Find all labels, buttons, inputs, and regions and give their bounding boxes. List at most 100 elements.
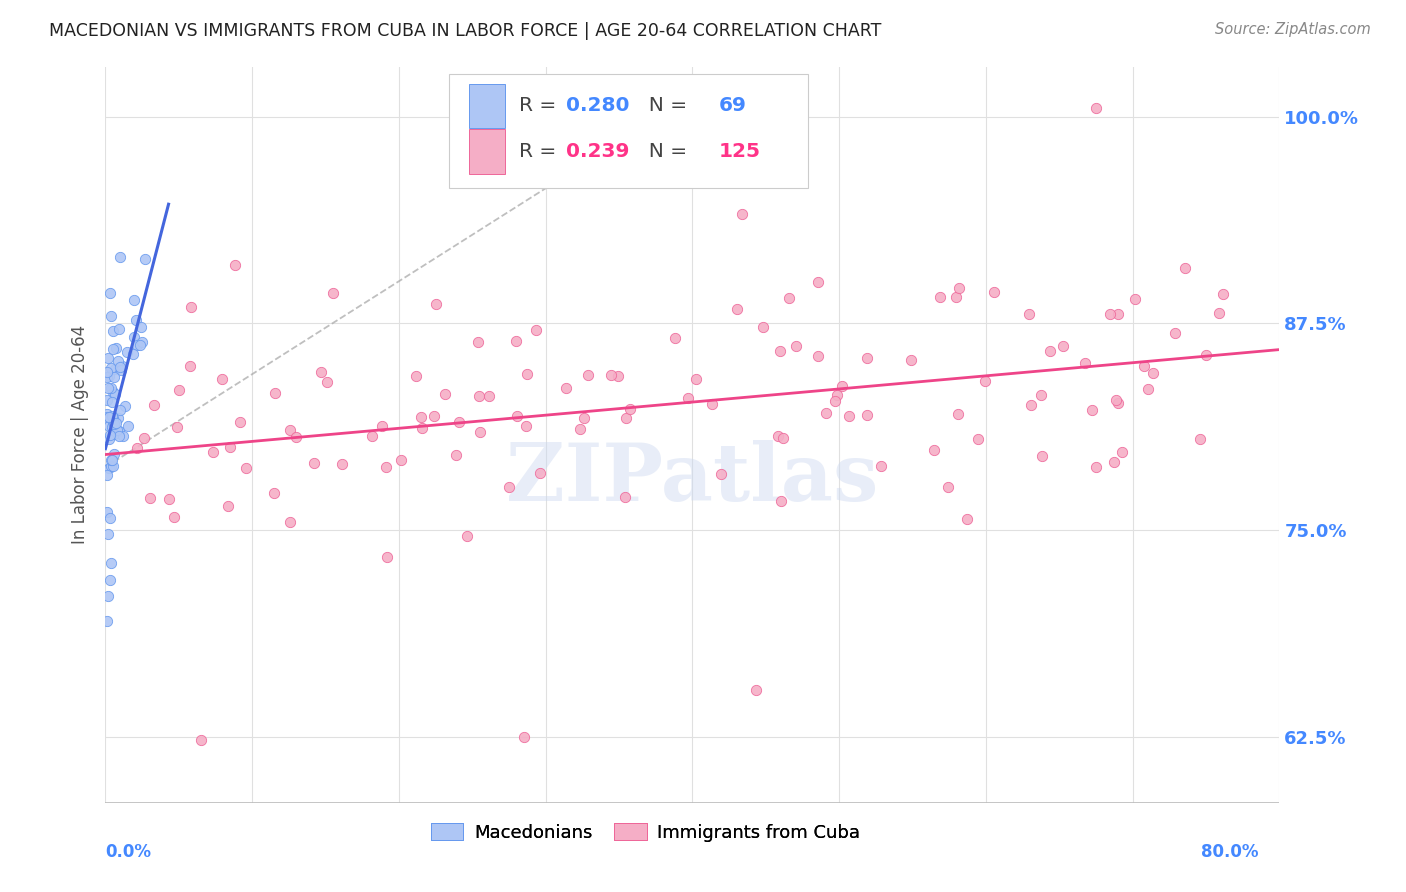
Point (778, 291, 800, 305)
Point (1039, 344, 1062, 359)
Point (948, 280, 970, 294)
Point (100, 309, 122, 323)
Point (98, 510, 121, 524)
Point (855, 409, 877, 423)
Point (278, 515, 301, 529)
Point (107, 410, 129, 425)
Point (1081, 403, 1104, 417)
Point (1212, 287, 1234, 301)
Point (1107, 307, 1129, 321)
Point (498, 480, 520, 494)
Point (101, 458, 124, 473)
Point (815, 406, 838, 420)
Point (98, 432, 121, 446)
Point (946, 407, 969, 421)
Point (100, 409, 122, 423)
Point (676, 391, 699, 405)
Point (163, 509, 186, 524)
Point (264, 385, 287, 400)
Text: 69: 69 (718, 96, 747, 115)
Point (467, 335, 489, 350)
Point (134, 252, 156, 267)
Point (125, 441, 148, 455)
Point (374, 459, 396, 474)
Point (98, 573, 121, 587)
Point (1188, 433, 1211, 447)
Point (1111, 445, 1133, 459)
Point (104, 416, 127, 430)
Point (96, 467, 118, 482)
Text: MACEDONIAN VS IMMIGRANTS FROM CUBA IN LABOR FORCE | AGE 20-64 CORRELATION CHART: MACEDONIAN VS IMMIGRANTS FROM CUBA IN LA… (49, 22, 882, 40)
Point (1133, 359, 1156, 374)
Point (375, 549, 398, 564)
Point (555, 381, 578, 395)
Point (167, 383, 190, 397)
Point (572, 410, 595, 425)
Point (97, 381, 120, 395)
Point (100, 458, 122, 473)
Point (330, 457, 353, 471)
Point (769, 343, 792, 358)
Point (1018, 306, 1040, 320)
Point (315, 376, 337, 390)
Point (606, 369, 628, 384)
Point (100, 453, 122, 467)
Point (569, 422, 592, 436)
Point (125, 337, 148, 351)
Point (96, 505, 118, 519)
Point (98, 461, 121, 475)
Point (100, 556, 122, 570)
FancyBboxPatch shape (450, 74, 807, 188)
Point (96, 614, 118, 628)
Point (98, 428, 121, 442)
Point (685, 372, 707, 386)
Point (405, 368, 427, 383)
Point (1021, 398, 1043, 412)
Point (529, 466, 551, 480)
Point (468, 389, 491, 403)
Point (409, 409, 432, 424)
Point (311, 365, 333, 379)
Point (710, 467, 733, 481)
Point (96, 407, 118, 421)
Point (107, 425, 129, 439)
Point (967, 432, 990, 446)
Point (125, 313, 148, 327)
Point (100, 452, 122, 467)
Point (103, 369, 125, 384)
Point (974, 375, 997, 389)
Point (1208, 306, 1230, 320)
Text: R =: R = (519, 96, 562, 115)
Point (425, 297, 447, 311)
Point (96, 365, 118, 379)
Point (664, 331, 686, 345)
Point (422, 409, 444, 423)
Point (104, 387, 127, 401)
Point (516, 367, 538, 381)
Point (769, 494, 792, 508)
Point (302, 456, 325, 470)
Point (322, 286, 344, 301)
Point (1174, 261, 1197, 276)
Point (744, 683, 766, 698)
Point (108, 360, 131, 375)
Point (263, 485, 285, 500)
Point (98, 286, 121, 301)
Point (190, 733, 212, 747)
Point (100, 361, 122, 376)
Point (224, 258, 246, 272)
Point (983, 285, 1005, 299)
Point (945, 290, 967, 304)
Point (96, 369, 118, 384)
FancyBboxPatch shape (470, 129, 505, 174)
Point (505, 334, 527, 348)
Point (371, 418, 394, 433)
Point (766, 429, 789, 443)
Point (1164, 326, 1187, 341)
Point (869, 458, 891, 473)
Point (235, 461, 257, 475)
Point (456, 529, 478, 543)
Point (115, 345, 138, 359)
Point (838, 409, 860, 423)
Point (512, 730, 534, 744)
